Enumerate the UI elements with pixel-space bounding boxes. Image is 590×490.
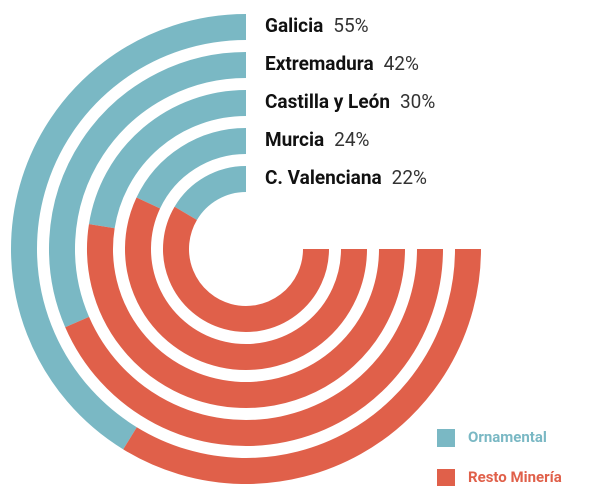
- ring-segment: [49, 52, 247, 328]
- ring-segment: [123, 248, 481, 484]
- value-label: 55%: [333, 14, 368, 37]
- ring-segment: [87, 224, 405, 408]
- ring-segment: [65, 248, 443, 446]
- ring-segment: [136, 128, 247, 209]
- category-label: Murcia: [265, 128, 324, 151]
- ring-segment: [11, 14, 247, 450]
- ring-segment: [88, 90, 247, 229]
- legend-label: Ornamental: [468, 428, 547, 446]
- ring-segment: [125, 197, 367, 370]
- value-label: 22%: [392, 166, 427, 189]
- category-label: Castilla y León: [265, 90, 390, 113]
- legend-label: Resto Minería: [468, 468, 562, 486]
- ring-segment: [163, 206, 329, 332]
- legend-swatch: [437, 429, 455, 447]
- category-label: C. Valenciana: [265, 166, 382, 189]
- category-label: Extremadura: [265, 52, 374, 75]
- value-label: 30%: [400, 90, 435, 113]
- ring-segment: [174, 166, 247, 221]
- legend-swatch: [437, 469, 455, 487]
- value-label: 24%: [334, 128, 369, 151]
- value-label: 42%: [384, 52, 419, 75]
- category-label: Galicia: [265, 14, 323, 37]
